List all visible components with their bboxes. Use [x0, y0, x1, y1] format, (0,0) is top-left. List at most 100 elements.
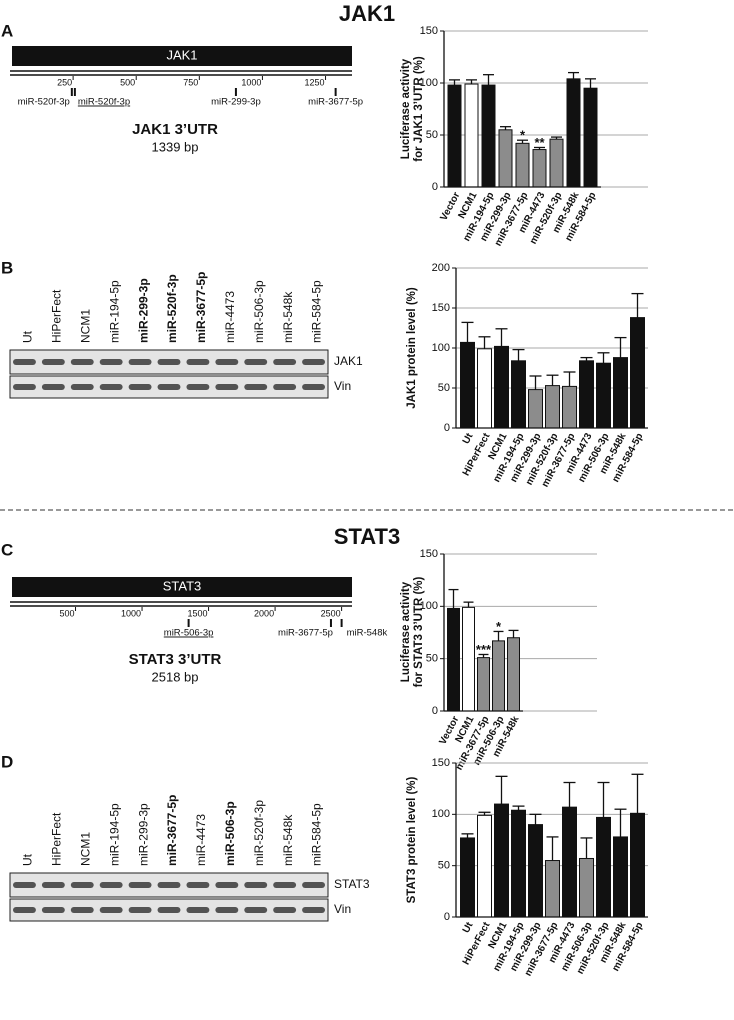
bar	[630, 317, 645, 429]
bar	[492, 640, 505, 712]
blot-band	[128, 359, 152, 365]
lane-label: miR-4473	[194, 814, 208, 866]
lane-label: miR-520f-3p	[165, 274, 179, 343]
y-tick-label: 100	[432, 808, 450, 820]
blot-band	[99, 907, 123, 913]
site-label: miR-520f-3p	[78, 97, 130, 108]
bar	[613, 357, 628, 429]
site-label: miR-299-3p	[211, 97, 261, 108]
blot-band	[41, 882, 65, 888]
significance-label: **	[534, 135, 545, 150]
blot-band	[186, 882, 210, 888]
bar	[464, 83, 479, 188]
bar	[562, 806, 577, 918]
site-label: miR-3677-5p	[278, 628, 333, 639]
blot-band	[13, 882, 36, 888]
y-tick-label: 150	[420, 25, 438, 37]
blot-band	[302, 882, 325, 888]
bar	[447, 607, 460, 712]
lane-label: HiPerFect	[50, 812, 64, 866]
scale-tick-label: 1000	[241, 77, 261, 87]
y-tick-label: 50	[426, 653, 438, 665]
blot-band	[13, 359, 36, 365]
significance-label: ***	[476, 642, 492, 657]
scale-tick-label: 2500	[321, 608, 341, 618]
gene-bar	[12, 46, 352, 66]
bar	[562, 385, 577, 429]
bar	[596, 816, 611, 918]
blot-band	[128, 882, 152, 888]
lane-label: Ut	[21, 853, 35, 866]
scale-tick-label: 500	[59, 608, 74, 618]
lane-label: miR-584-5p	[310, 803, 324, 866]
x-tick-label: Ut	[461, 431, 476, 446]
gene-bar	[12, 577, 352, 597]
blot-band	[186, 907, 210, 913]
blot-band	[273, 882, 297, 888]
blot-band	[99, 359, 123, 365]
lane-label: miR-4473	[223, 291, 237, 343]
blot-band	[186, 384, 210, 390]
blot-row-label: Vin	[334, 379, 351, 393]
blot-band	[99, 882, 123, 888]
lane-label: miR-194-5p	[107, 803, 121, 866]
site-label: miR-548k	[347, 628, 388, 639]
bar	[477, 348, 492, 429]
bar	[613, 836, 628, 918]
significance-label: *	[496, 619, 502, 634]
panel-letter: B	[1, 258, 13, 277]
lane-label: miR-506-3p	[223, 801, 237, 866]
lane-label: miR-299-3p	[136, 278, 150, 343]
significance-label: *	[520, 128, 526, 143]
y-axis-label: Luciferase activity	[400, 581, 412, 682]
bar	[498, 129, 513, 188]
y-tick-label: 0	[444, 911, 450, 923]
heading: JAK1	[339, 1, 395, 26]
site-label: miR-520f-3p	[18, 97, 70, 108]
blot-band	[157, 907, 181, 913]
blot-band	[128, 907, 152, 913]
scale-tick-label: 250	[57, 77, 72, 87]
lane-label: miR-548k	[281, 291, 295, 343]
blot-band	[244, 907, 268, 913]
lane-label: miR-548k	[281, 814, 295, 866]
blot-band	[244, 359, 268, 365]
blot-row-label: Vin	[334, 902, 351, 916]
blot-band	[13, 384, 36, 390]
lane-label: HiPerFect	[50, 289, 64, 343]
bar	[630, 812, 645, 918]
bar	[460, 341, 475, 429]
bar	[494, 345, 509, 429]
x-tick-label: Ut	[461, 920, 476, 935]
bar	[545, 860, 560, 918]
panel-letter: A	[1, 21, 13, 40]
blot-band	[215, 384, 239, 390]
panel-letter: D	[1, 752, 13, 771]
y-tick-label: 150	[432, 757, 450, 769]
blot-band	[99, 384, 123, 390]
bar	[507, 637, 520, 712]
lane-label: NCM1	[78, 832, 92, 866]
bar	[579, 360, 594, 429]
utr-length: 1339 bp	[152, 139, 199, 154]
blot-band	[302, 907, 325, 913]
bar	[528, 389, 543, 429]
blot-band	[41, 907, 65, 913]
blot-band	[186, 359, 210, 365]
bar	[566, 78, 581, 188]
blot-band	[215, 359, 239, 365]
bar	[532, 149, 547, 188]
blot-band	[215, 882, 239, 888]
bar	[549, 138, 564, 188]
bar	[511, 360, 526, 429]
y-tick-label: 200	[432, 262, 450, 274]
blot-band	[70, 359, 94, 365]
bar	[477, 814, 492, 918]
blot-band	[128, 384, 152, 390]
blot-band	[302, 359, 325, 365]
y-tick-label: 50	[438, 382, 450, 394]
blot-band	[273, 359, 297, 365]
blot-band	[244, 384, 268, 390]
scale-tick-label: 500	[120, 77, 135, 87]
